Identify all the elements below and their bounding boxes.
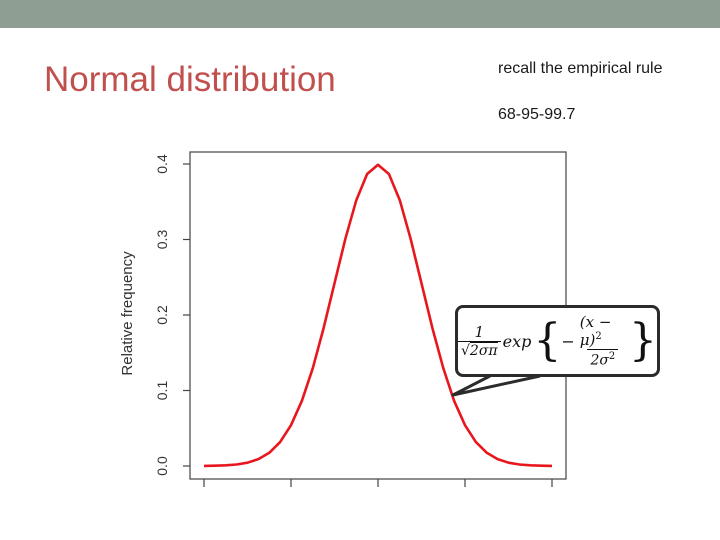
- right-brace: }: [629, 315, 657, 366]
- left-brace: {: [533, 315, 562, 366]
- y-tick-label: 0.1: [154, 381, 170, 401]
- normal-curve: [203, 163, 553, 468]
- exponent-numerator-text: (x − μ): [579, 313, 612, 350]
- exponent-denominator-text: 2σ: [590, 352, 609, 369]
- y-axis-label: Relative frequency: [119, 251, 136, 376]
- y-tick-label: 0.3: [154, 230, 170, 250]
- callout-pointer: [451, 374, 541, 397]
- y-tick-label: 0.0: [154, 456, 170, 476]
- fraction-denominator: √2σπ: [458, 341, 501, 359]
- sqrt-symbol: √: [461, 343, 470, 359]
- formula-callout: 1 √2σπ exp { − (x − μ)2 2σ2 }: [455, 305, 660, 377]
- y-tick-label: 0.2: [154, 305, 170, 325]
- exponent-numerator-power: 2: [595, 331, 602, 343]
- note-empirical-rule: recall the empirical rule: [498, 60, 663, 77]
- exponent-numerator: (x − μ)2: [577, 313, 629, 349]
- minus-sign: −: [561, 331, 575, 351]
- note-percentages: 68-95-99.7: [498, 106, 576, 123]
- exponent-fraction: (x − μ)2 2σ2: [577, 313, 629, 369]
- top-accent-bar: [0, 0, 720, 28]
- slide-title: Normal distribution: [44, 60, 336, 99]
- plot-layer: [203, 163, 553, 468]
- exp-function: exp: [502, 331, 532, 351]
- exponent-denominator-power: 2: [608, 351, 616, 363]
- exponent-denominator: 2σ2: [587, 349, 619, 369]
- normalizing-fraction: 1 √2σπ: [458, 323, 501, 359]
- y-tick-label: 0.4: [154, 154, 170, 174]
- fraction-numerator: 1: [474, 323, 485, 341]
- sqrt-body: 2σπ: [469, 342, 498, 359]
